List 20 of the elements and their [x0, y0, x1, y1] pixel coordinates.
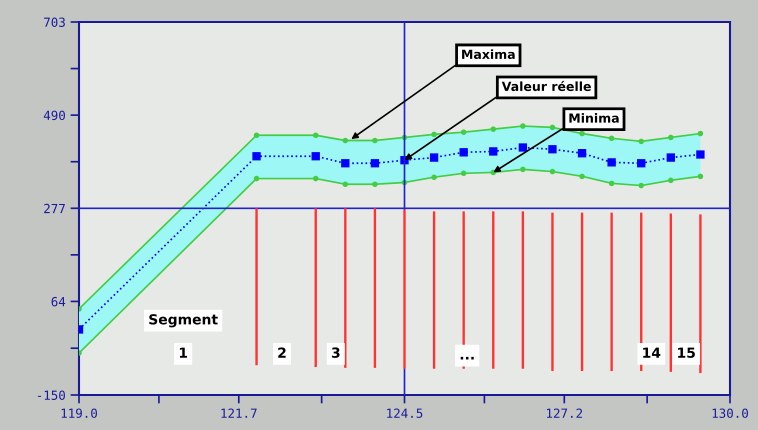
annotation: Segment — [149, 314, 218, 328]
annotation: Minima — [569, 113, 619, 123]
annotation: 15 — [678, 348, 695, 358]
y-tick-label: 490 — [44, 110, 65, 120]
y-tick-label: 277 — [44, 204, 65, 214]
annotation: 14 — [643, 348, 660, 358]
y-tick-label: 64 — [52, 296, 66, 306]
x-tick-label: 130.0 — [712, 408, 748, 418]
x-tick-label: 127.2 — [546, 408, 582, 418]
y-tick-label: 703 — [44, 18, 65, 27]
annotation: Maxima — [462, 49, 515, 59]
x-tick-label: 124.5 — [387, 408, 422, 418]
annotation: ... — [460, 356, 474, 360]
annotation: Valeur réelle — [502, 80, 591, 92]
y-tick-label: -150 — [38, 390, 65, 400]
annotation: 1 — [180, 348, 188, 358]
x-tick-label: 119.0 — [62, 408, 98, 418]
annotation: 2 — [278, 347, 286, 358]
annotation: 3 — [332, 347, 340, 358]
x-tick-label: 121.7 — [221, 408, 257, 418]
